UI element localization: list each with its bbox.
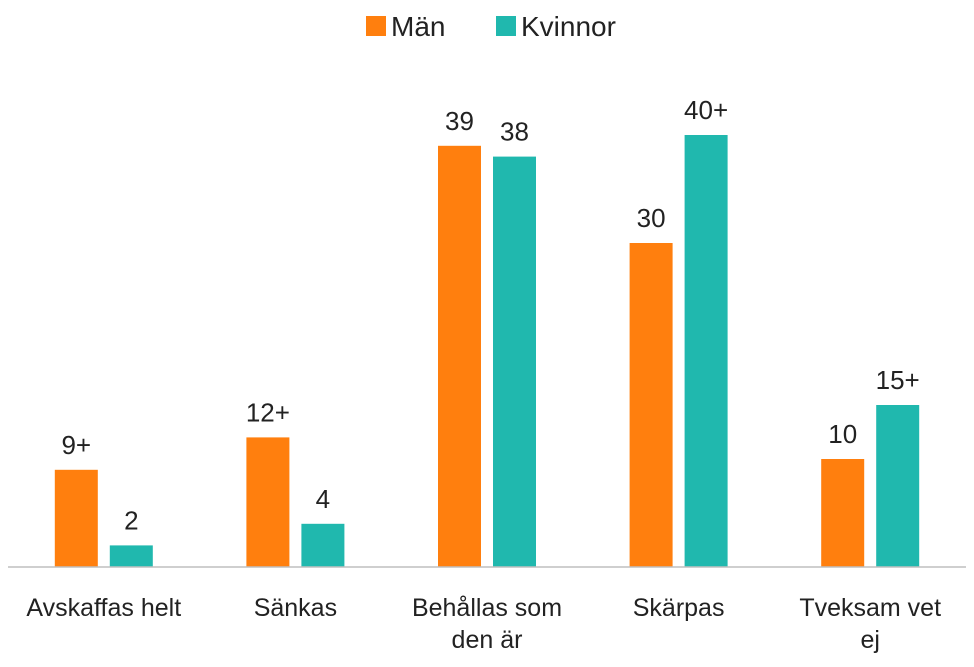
value-label: 30 xyxy=(637,203,666,233)
value-label: 38 xyxy=(500,117,529,147)
legend-label: Män xyxy=(391,11,445,42)
legend-swatch xyxy=(496,16,516,36)
bar xyxy=(684,135,728,567)
legend-swatch xyxy=(366,16,386,36)
value-label: 2 xyxy=(124,505,138,535)
x-tick-label: Sänkas xyxy=(253,594,338,622)
x-tick-label: Tveksam vet ej xyxy=(799,594,942,654)
bar xyxy=(109,545,153,567)
value-label: 40+ xyxy=(684,95,728,125)
bar xyxy=(876,405,920,567)
value-label: 12+ xyxy=(246,397,290,427)
value-label: 10 xyxy=(828,419,857,449)
x-tick-label: Avskaffas helt xyxy=(26,594,182,622)
bar xyxy=(54,469,98,567)
bar xyxy=(438,145,481,568)
bar xyxy=(301,523,345,567)
x-tick-label: Behållas som den är xyxy=(411,594,563,654)
bar xyxy=(246,437,290,567)
bar xyxy=(821,459,865,567)
bar xyxy=(629,243,673,567)
value-label: 4 xyxy=(316,484,330,514)
x-tick-label: Skärpas xyxy=(632,594,725,622)
value-label: 15+ xyxy=(876,365,920,395)
legend-label: Kvinnor xyxy=(521,11,616,42)
value-label: 39 xyxy=(445,106,474,136)
bar xyxy=(493,156,536,567)
value-label: 9+ xyxy=(61,430,91,460)
